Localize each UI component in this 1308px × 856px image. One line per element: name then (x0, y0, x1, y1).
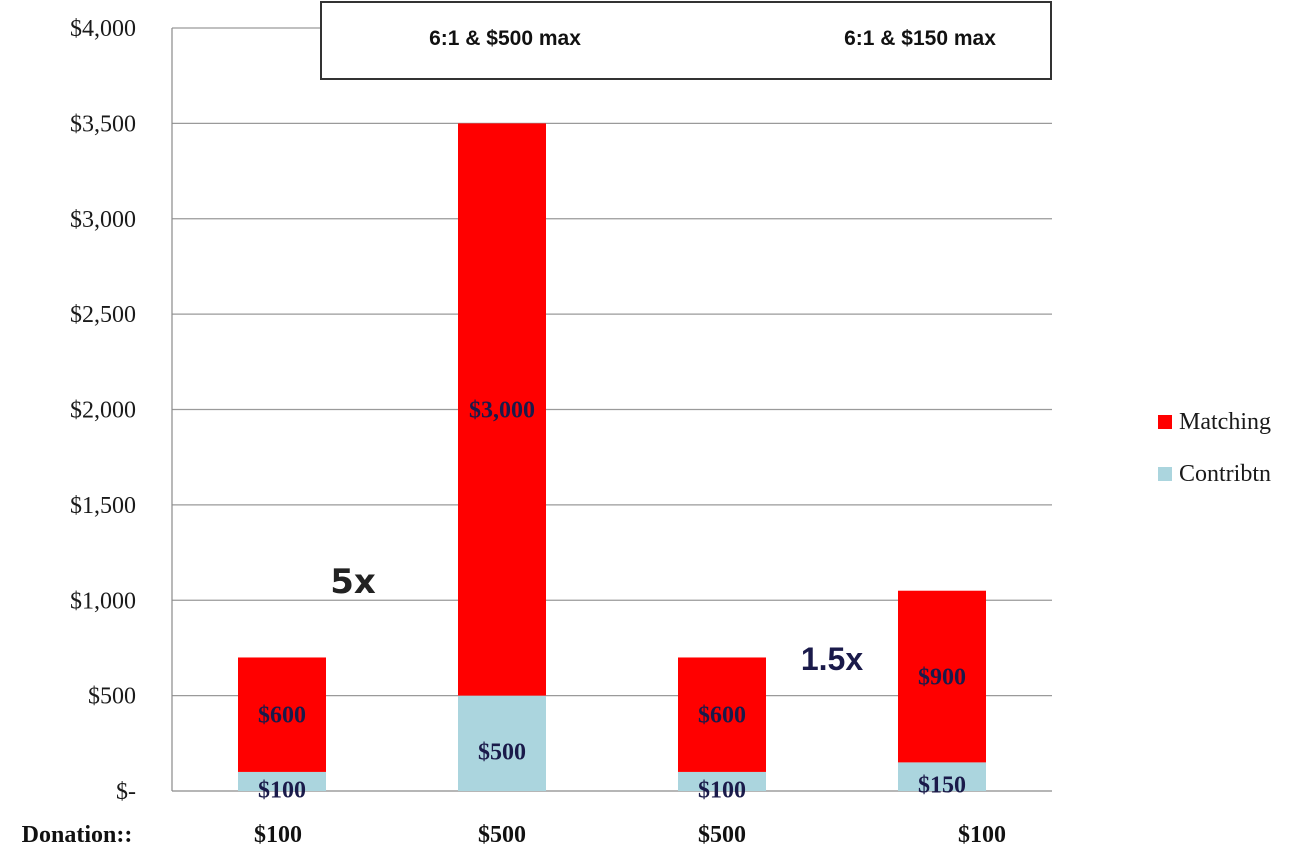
legend-label-contribtn: Contribtn (1179, 461, 1271, 487)
x-axis-tick-labels: $100 $500 $500 $100 (254, 822, 1006, 848)
header-box: 6:1 & $500 max 6:1 & $150 max (320, 1, 1052, 80)
bar-segment-matching (678, 657, 766, 772)
data-label-matching: $600 (698, 703, 746, 729)
y-tick-label: $4,000 (70, 16, 136, 42)
bars (238, 123, 986, 791)
y-axis-tick-labels: $- $500 $1,000 $1,500 $2,000 $2,500 $3,000 $3,5… (70, 16, 136, 805)
annotation-5x: 5x (330, 562, 376, 602)
bar-segment-matching (898, 590, 986, 763)
legend-label-matching: Matching (1179, 409, 1271, 435)
bar-segment-contribtn (458, 695, 546, 791)
bar-segment-contribtn (678, 771, 766, 791)
data-label-matching: $600 (258, 703, 306, 729)
header-box-label-left: 6:1 & $500 max (429, 27, 581, 50)
y-tick-label: $3,000 (70, 207, 136, 233)
x-axis-prefix-label: Donation:: (22, 822, 133, 848)
legend: Matching Contribtn (1158, 409, 1271, 487)
bar-segment-contribtn (898, 762, 986, 791)
y-tick-label: $- (116, 779, 136, 805)
legend-swatch-contribtn (1158, 467, 1172, 481)
x-tick-label: $100 (254, 822, 302, 848)
y-tick-label: $2,000 (70, 398, 136, 424)
data-label-contribtn: $100 (698, 777, 746, 803)
x-tick-label: $100 (958, 822, 1006, 848)
data-label-matching: $900 (918, 665, 966, 691)
data-label-contribtn: $100 (258, 777, 306, 803)
data-labels: $100 $600 $500 $3,000 $100 $600 $150 $900 (258, 398, 966, 804)
legend-swatch-matching (1158, 415, 1172, 429)
header-box-label-right: 6:1 & $150 max (844, 27, 996, 50)
y-tick-label: $500 (88, 684, 136, 710)
bar-segment-matching (238, 657, 326, 772)
x-tick-label: $500 (698, 822, 746, 848)
data-label-matching: $3,000 (469, 398, 535, 424)
data-label-contribtn: $150 (918, 773, 966, 799)
y-tick-label: $2,500 (70, 302, 136, 328)
data-label-contribtn: $500 (478, 739, 526, 765)
y-tick-label: $1,500 (70, 493, 136, 519)
header-box-frame (320, 1, 1052, 80)
bar-segment-contribtn (238, 771, 326, 791)
x-tick-label: $500 (478, 822, 526, 848)
y-tick-label: $1,000 (70, 588, 136, 614)
bar-segment-matching (458, 123, 546, 696)
annotation-1-5x: 1.5x (801, 641, 863, 677)
y-tick-label: $3,500 (70, 111, 136, 137)
